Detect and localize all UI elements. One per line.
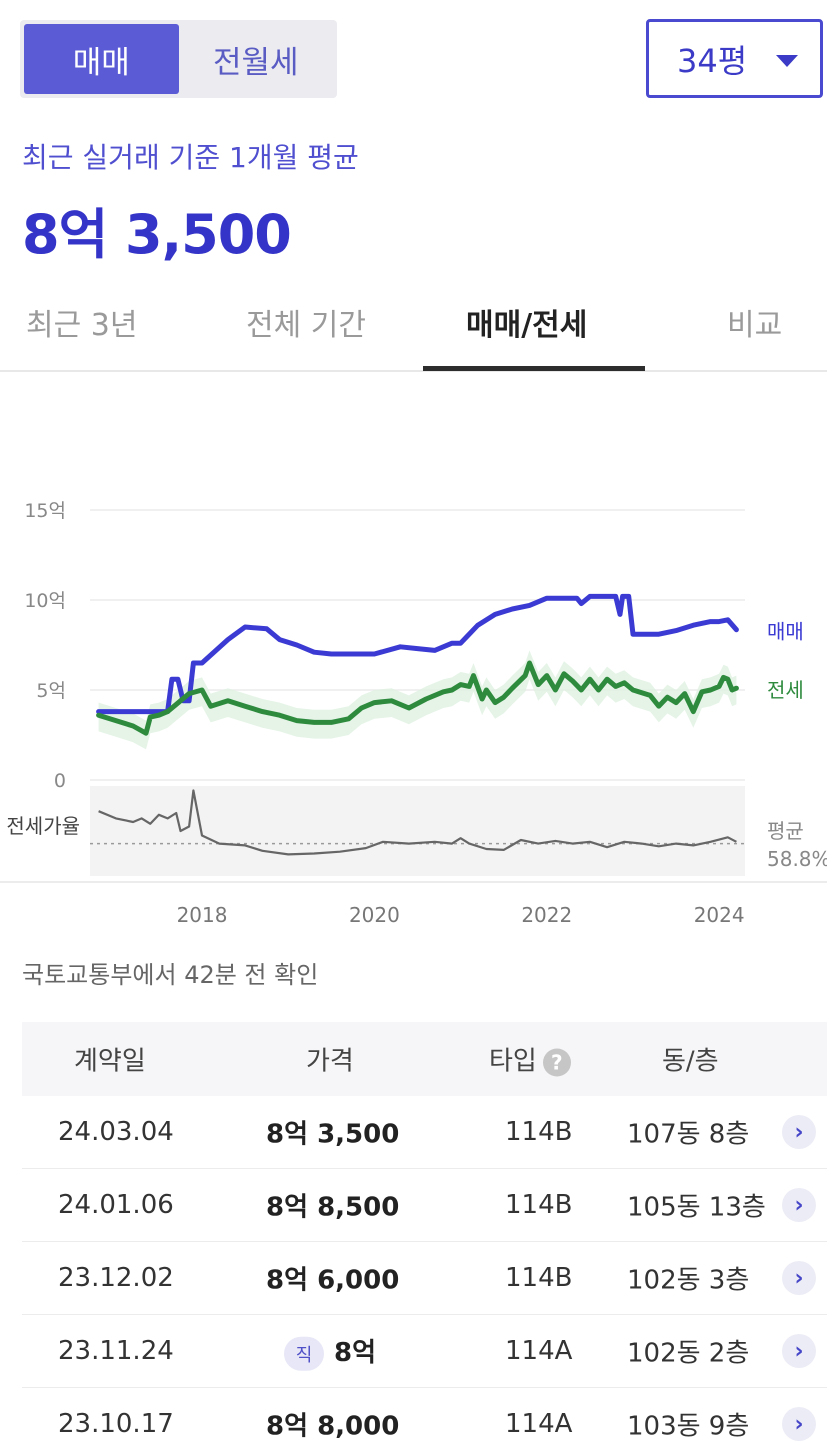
deal-date: 23.11.24 [58, 1336, 174, 1366]
deals-table: 계약일 가격 타입? 동/층 24.03.04 8억 3,500 114B 107동 … [22, 1022, 827, 1447]
table-row[interactable]: 24.03.04 8억 3,500 114B 107동 8층 › [22, 1096, 827, 1169]
deal-type-toggle: 매매 전월세 [20, 20, 337, 98]
average-price: 8억 3,500 [22, 203, 292, 266]
deal-price-value: 8억 [334, 1337, 377, 1368]
ratio-panel [90, 786, 745, 876]
direct-deal-badge: 직 [284, 1336, 324, 1371]
deal-price: 8억 8,000 [266, 1406, 399, 1443]
deal-type: 114B [505, 1190, 573, 1220]
deal-date: 24.03.04 [58, 1117, 174, 1147]
chevron-right-icon[interactable]: › [782, 1188, 816, 1222]
x-tick-label: 2022 [521, 903, 572, 927]
deal-date: 24.01.06 [58, 1190, 174, 1220]
deal-type: 114B [505, 1117, 573, 1147]
table-row[interactable]: 23.10.17 8억 8,000 114A 103동 9층 › [22, 1388, 827, 1447]
x-tick-label: 2020 [349, 903, 400, 927]
deal-price-value: 8억 8,000 [266, 1411, 400, 1442]
ratio-average-label: 평균 [767, 819, 804, 843]
deal-type: 114A [505, 1409, 573, 1439]
deal-price-value: 8억 3,500 [266, 1119, 400, 1150]
deal-price: 8억 8,500 [266, 1187, 399, 1224]
x-tick-label: 2018 [177, 903, 228, 927]
deal-unit-floor: 105동 13층 [627, 1192, 766, 1223]
help-icon[interactable]: ? [542, 1048, 571, 1076]
deal-price: 직 8억 [284, 1332, 376, 1371]
jeonse-series-label: 전세 [767, 678, 804, 702]
size-value: 34평 [677, 41, 748, 80]
deal-unit-floor: 107동 8층 [627, 1119, 750, 1150]
tab-sale-jeonse[interactable]: 매매/전세 [466, 308, 588, 343]
table-row[interactable]: 23.11.24 직 8억 114A 102동 2층 › [22, 1315, 827, 1388]
deal-type: 114B [505, 1263, 573, 1293]
chevron-right-icon[interactable]: › [782, 1115, 816, 1149]
tab-all-period[interactable]: 전체 기간 [246, 308, 366, 343]
deal-price-value: 8억 6,000 [266, 1265, 400, 1296]
deal-unit-floor: 102동 2층 [627, 1338, 750, 1369]
source-note: 국토교통부에서 42분 전 확인 [22, 961, 319, 989]
deal-price-value: 8억 8,500 [266, 1192, 400, 1223]
deal-unit-floor: 102동 3층 [627, 1265, 750, 1296]
deal-price: 8억 6,000 [266, 1260, 399, 1297]
jeonse-range-band [98, 650, 737, 750]
header-date: 계약일 [74, 1046, 146, 1077]
header-unit: 동/층 [662, 1046, 719, 1077]
table-row[interactable]: 24.01.06 8억 8,500 114B 105동 13층 › [22, 1169, 827, 1242]
y-tick-label: 0 [54, 770, 66, 792]
ratio-line [98, 789, 737, 856]
y-tick-label: 5억 [36, 680, 66, 702]
chevron-right-icon[interactable]: › [782, 1261, 816, 1295]
sale-price-line [96, 593, 739, 715]
header-type-label: 타입 [489, 1046, 537, 1077]
chevron-right-icon[interactable]: › [782, 1334, 816, 1368]
y-tick-label: 10억 [24, 590, 66, 612]
table-header: 계약일 가격 타입? 동/층 [22, 1022, 827, 1096]
active-tab-underline [423, 366, 645, 371]
ratio-average-value: 58.8% [767, 847, 827, 871]
table-row[interactable]: 23.12.02 8억 6,000 114B 102동 3층 › [22, 1242, 827, 1315]
ratio-label: 전세가율 [6, 814, 80, 838]
deal-date: 23.10.17 [58, 1409, 174, 1439]
average-subtitle: 최근 실거래 기준 1개월 평균 [22, 141, 359, 174]
header-type: 타입? [489, 1041, 571, 1078]
sale-series-label: 매매 [767, 620, 804, 644]
deal-date: 23.12.02 [58, 1263, 174, 1293]
y-tick-label: 15억 [24, 500, 66, 522]
jeonse-price-line [96, 660, 739, 736]
x-tick-label: 2024 [694, 903, 745, 927]
tab-compare[interactable]: 비교 [727, 308, 783, 343]
period-tabs: 최근 3년 전체 기간 매매/전세 비교 [0, 282, 827, 372]
deal-type: 114A [505, 1336, 573, 1366]
caret-down-icon [776, 55, 798, 67]
header-price: 가격 [306, 1046, 354, 1077]
deal-price: 8억 3,500 [266, 1114, 399, 1151]
sale-tab[interactable]: 매매 [24, 24, 179, 94]
rent-tab[interactable]: 전월세 [212, 44, 299, 81]
chevron-right-icon[interactable]: › [782, 1407, 816, 1441]
tab-recent-3y[interactable]: 최근 3년 [26, 308, 138, 343]
size-dropdown[interactable]: 34평 [646, 19, 823, 98]
deal-unit-floor: 103동 9층 [627, 1411, 750, 1442]
